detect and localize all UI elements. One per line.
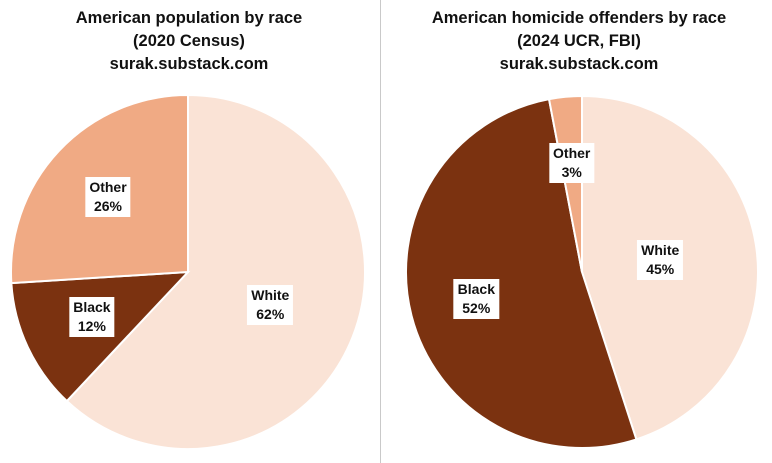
pie-slice-other [547, 94, 583, 273]
slice-value-label: 62% [256, 305, 285, 322]
data-label-white: White 62% [247, 284, 294, 325]
pie-chart-population [10, 93, 366, 450]
slice-category-label: Other [89, 178, 127, 195]
chart-title: American population by race (2020 Census… [0, 7, 378, 76]
chart-title-line: American homicide offenders by race [431, 9, 727, 27]
slice-value-label: 45% [646, 260, 675, 277]
data-label-white: White 45% [637, 239, 684, 280]
slice-value-label: 3% [561, 164, 582, 181]
chart-source-line: surak.substack.com [109, 55, 269, 73]
chart-subtitle-line: (2020 Census) [133, 32, 245, 50]
slice-value-label: 52% [462, 300, 491, 317]
chart-population: American population by race (2020 Census… [0, 0, 378, 463]
slice-category-label: Other [553, 145, 591, 162]
slice-category-label: White [641, 241, 680, 258]
chart-homicide-offenders: American homicide offenders by race (202… [386, 0, 772, 463]
chart-subtitle-line: (2024 UCR, FBI) [517, 32, 641, 50]
pie-chart-homicide-offenders [405, 94, 759, 449]
data-label-black: Black 52% [453, 279, 499, 320]
chart-title-line: American population by race [75, 9, 303, 27]
slice-value-label: 12% [77, 318, 106, 335]
data-label-other: Other 3% [549, 143, 595, 184]
pie-slice-black [405, 97, 638, 449]
slice-category-label: Black [457, 281, 495, 298]
data-label-black: Black 12% [69, 297, 115, 338]
panel-divider [380, 0, 381, 463]
pie-slice-white [65, 93, 366, 450]
chart-source-line: surak.substack.com [499, 55, 659, 73]
chart-title: American homicide offenders by race (202… [386, 7, 772, 76]
slice-value-label: 26% [93, 197, 123, 214]
slice-category-label: Black [73, 299, 111, 316]
slice-category-label: White [251, 286, 290, 303]
data-label-other: Other 26% [85, 176, 131, 217]
